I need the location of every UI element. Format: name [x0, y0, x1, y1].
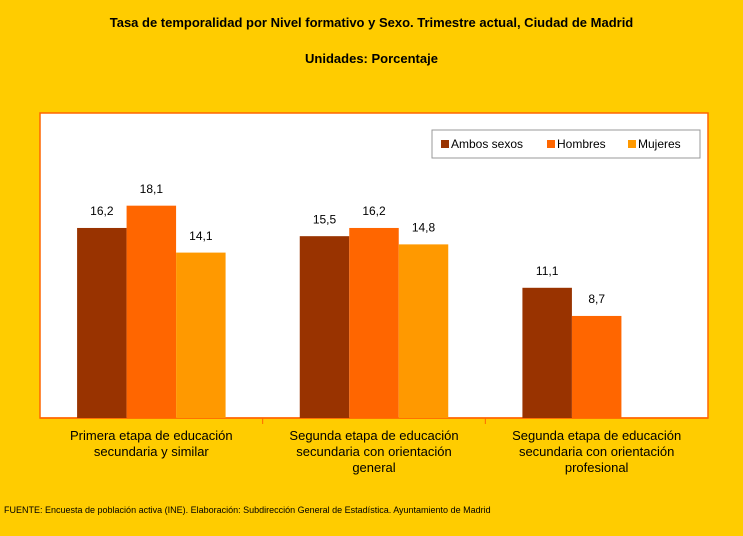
legend-label: Hombres — [557, 137, 606, 151]
legend-swatch — [628, 140, 636, 148]
x-tick-label: Segunda etapa de educación secundaria co… — [289, 428, 459, 475]
data-label: 14,1 — [189, 229, 213, 243]
bar — [349, 227, 399, 418]
chart-subtitle: Unidades: Porcentaje — [305, 51, 438, 66]
legend-swatch — [547, 140, 555, 148]
bar — [299, 236, 350, 418]
legend-label: Ambos sexos — [451, 137, 523, 151]
bar — [176, 252, 226, 418]
legend-swatch — [441, 140, 449, 148]
bar — [571, 315, 622, 418]
data-label: 15,5 — [313, 212, 337, 226]
bar — [522, 287, 572, 418]
chart-title: Tasa de temporalidad por Nivel formativo… — [109, 15, 634, 30]
x-tick-label: Segunda etapa de educación secundaria co… — [512, 428, 682, 475]
data-label: 14,8 — [412, 221, 436, 235]
data-label: 16,2 — [90, 204, 114, 218]
bar — [398, 244, 449, 418]
source-note: FUENTE: Encuesta de población activa (IN… — [4, 505, 491, 515]
bar — [77, 227, 127, 418]
x-tick-label: Primera etapa de educación secundaria y … — [70, 428, 233, 459]
legend-label: Mujeres — [638, 137, 681, 151]
data-label: 11,1 — [536, 264, 559, 278]
legend-box — [431, 129, 701, 159]
bar — [126, 205, 177, 418]
data-label: 18,1 — [140, 182, 164, 196]
data-label: 8,7 — [588, 292, 605, 306]
data-label: 16,2 — [362, 204, 386, 218]
